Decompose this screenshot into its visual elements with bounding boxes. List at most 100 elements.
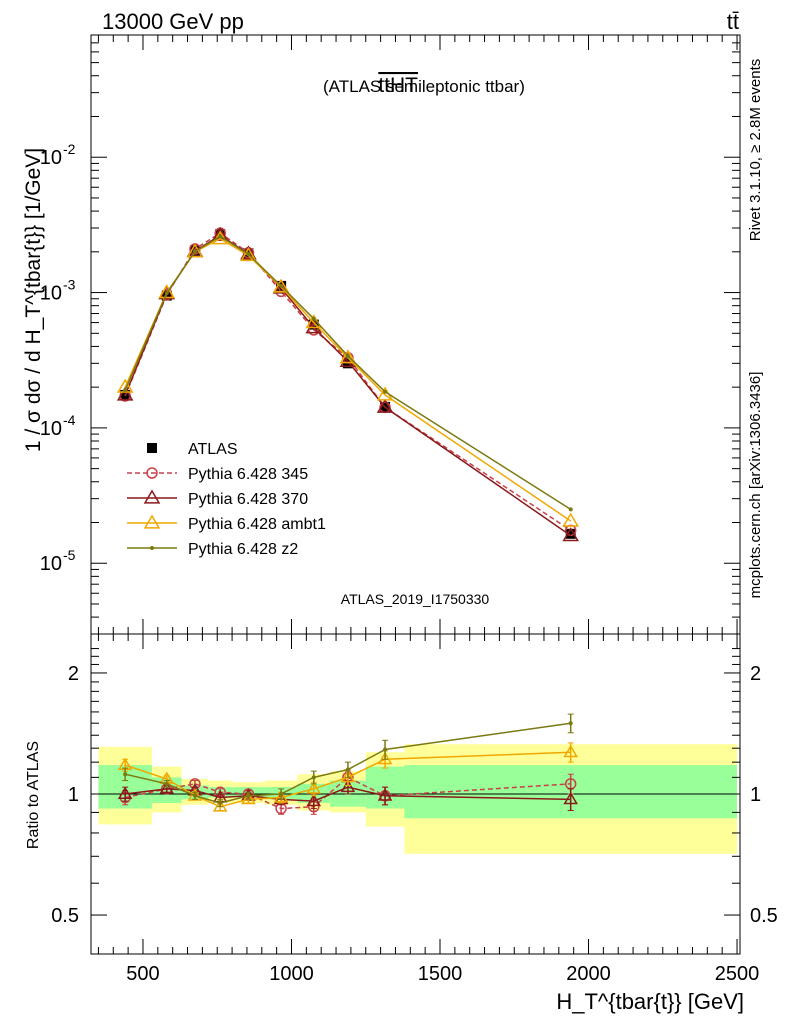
y-tick-exponent: -3 — [63, 277, 76, 293]
analysis-id: ATLAS_2019_I1750330 — [341, 591, 490, 607]
data-point — [562, 512, 580, 527]
legend-label: Pythia 6.428 ambt1 — [188, 516, 326, 533]
ratio-point — [218, 800, 223, 805]
ratio-point — [241, 791, 256, 805]
legend-label: Pythia 6.428 z2 — [188, 541, 298, 558]
series-line — [124, 235, 572, 511]
ratio-point — [212, 799, 228, 812]
legend-marker — [147, 443, 157, 453]
ratio-point — [306, 781, 322, 794]
plot-title: ttHT — [378, 74, 418, 97]
data-point — [339, 349, 357, 364]
y-tick-exponent: -2 — [63, 141, 76, 157]
ratio-point — [340, 769, 356, 783]
ratio-series-pythia-6-428-z2 — [122, 713, 574, 808]
main-plot: 10-510-410-310-2 — [40, 34, 740, 635]
data-point — [562, 527, 580, 542]
data-point — [215, 229, 226, 240]
legend-item: Pythia 6.428 z2 — [127, 541, 298, 558]
y-tick-label: 10 — [40, 283, 62, 305]
data-point — [186, 243, 204, 258]
legend-item: ATLAS — [147, 441, 238, 458]
mcplots-label: mcplots.cern.ch [arXiv:1306.3436] — [747, 372, 764, 599]
y-tick-label: 10 — [40, 553, 62, 575]
ratio-point — [246, 793, 251, 798]
ratio-y-tick-label: 2 — [68, 663, 79, 685]
rivet-label: Rivet 3.1.10, ≥ 2.8M events — [747, 59, 764, 242]
ratio-y-tick-label-right: 0.5 — [750, 905, 778, 927]
header-left: 13000 GeV pp — [102, 9, 244, 34]
ratio-point — [377, 751, 393, 765]
series-pythia-6-428-345 — [119, 227, 577, 537]
legend-label: Pythia 6.428 345 — [188, 466, 308, 483]
x-axis-title: H_T^{tbar{t}} [GeV] — [556, 989, 744, 1014]
ratio-point — [123, 772, 128, 777]
x-tick-label: 1000 — [269, 963, 314, 985]
legend-item: Pythia 6.428 ambt1 — [127, 514, 326, 533]
x-tick-label: 500 — [126, 963, 159, 985]
ratio-point — [340, 779, 356, 793]
x-tick-label: 2000 — [566, 963, 611, 985]
data-point — [311, 316, 316, 321]
plot-title-text: ttHT — [378, 74, 418, 97]
legend-marker — [143, 514, 161, 529]
y-tick-label: 10 — [40, 147, 62, 169]
ratio-point — [311, 775, 316, 780]
x-tick-label: 1500 — [418, 963, 463, 985]
legend-marker — [150, 546, 154, 550]
ratio-point — [563, 744, 579, 758]
ratio-point — [159, 781, 175, 794]
data-point — [376, 398, 394, 413]
data-point — [565, 528, 576, 539]
ratio-series-line — [124, 751, 571, 808]
legend-item: Pythia 6.428 370 — [127, 489, 308, 508]
ratio-point — [273, 790, 289, 803]
data-point — [116, 386, 134, 401]
ratio-point — [383, 747, 388, 752]
ratio-point — [192, 793, 197, 798]
legend-label: ATLAS — [188, 441, 238, 458]
ratio-series-line — [125, 776, 571, 810]
y-tick-label: 10 — [40, 418, 62, 440]
y-tick-exponent: -4 — [63, 412, 76, 428]
data-point — [192, 249, 197, 254]
series-line — [124, 232, 572, 531]
legend-label: Pythia 6.428 370 — [188, 491, 308, 508]
legend-item: Pythia 6.428 345 — [127, 466, 308, 483]
ratio-plot: 0.5 0.51 12 2500 1000 1500 2000 2500 — [51, 634, 778, 985]
data-point — [279, 283, 284, 288]
data-point — [240, 246, 257, 262]
data-point — [164, 291, 169, 296]
x-tick-label: 2500 — [715, 963, 760, 985]
ratio-point — [568, 721, 573, 726]
series-pythia-6-428-z2 — [123, 234, 573, 512]
data-point — [218, 234, 223, 239]
data-point — [272, 278, 290, 293]
ratio-point — [377, 788, 393, 801]
main-y-axis-title: 1 / σ dσ / d H_T^{tbar{t}} [1/GeV] — [22, 148, 45, 452]
y-tick-exponent: -5 — [63, 547, 76, 563]
ratio-series-line — [124, 722, 571, 804]
ratio-y-tick-label-right: 2 — [750, 663, 761, 685]
ratio-point — [279, 792, 284, 796]
data-point — [568, 507, 573, 512]
ratio-point — [563, 791, 579, 805]
legend: ATLAS Pythia 6.428 345 Pythia 6.428 370 Pyt… — [127, 441, 326, 558]
ratio-point — [345, 767, 350, 772]
data-point — [345, 353, 350, 358]
legend-marker — [146, 467, 158, 479]
data-point — [246, 252, 251, 257]
plot-subtitle: (ATLAS semileptonic ttbar) — [323, 77, 525, 96]
ratio-point — [306, 793, 322, 807]
ratio-y-axis-title: Ratio to ATLAS — [25, 741, 42, 849]
header-right: tt̄ — [727, 9, 739, 34]
ratio-y-tick-label: 0.5 — [51, 905, 79, 927]
data-point — [158, 284, 176, 299]
ratio-point — [117, 786, 133, 799]
ratio-y-tick-label-right: 1 — [750, 784, 761, 806]
ratio-y-tick-label: 1 — [68, 784, 79, 806]
ratio-point — [164, 781, 169, 786]
data-point — [383, 389, 388, 394]
data-point — [123, 388, 128, 393]
